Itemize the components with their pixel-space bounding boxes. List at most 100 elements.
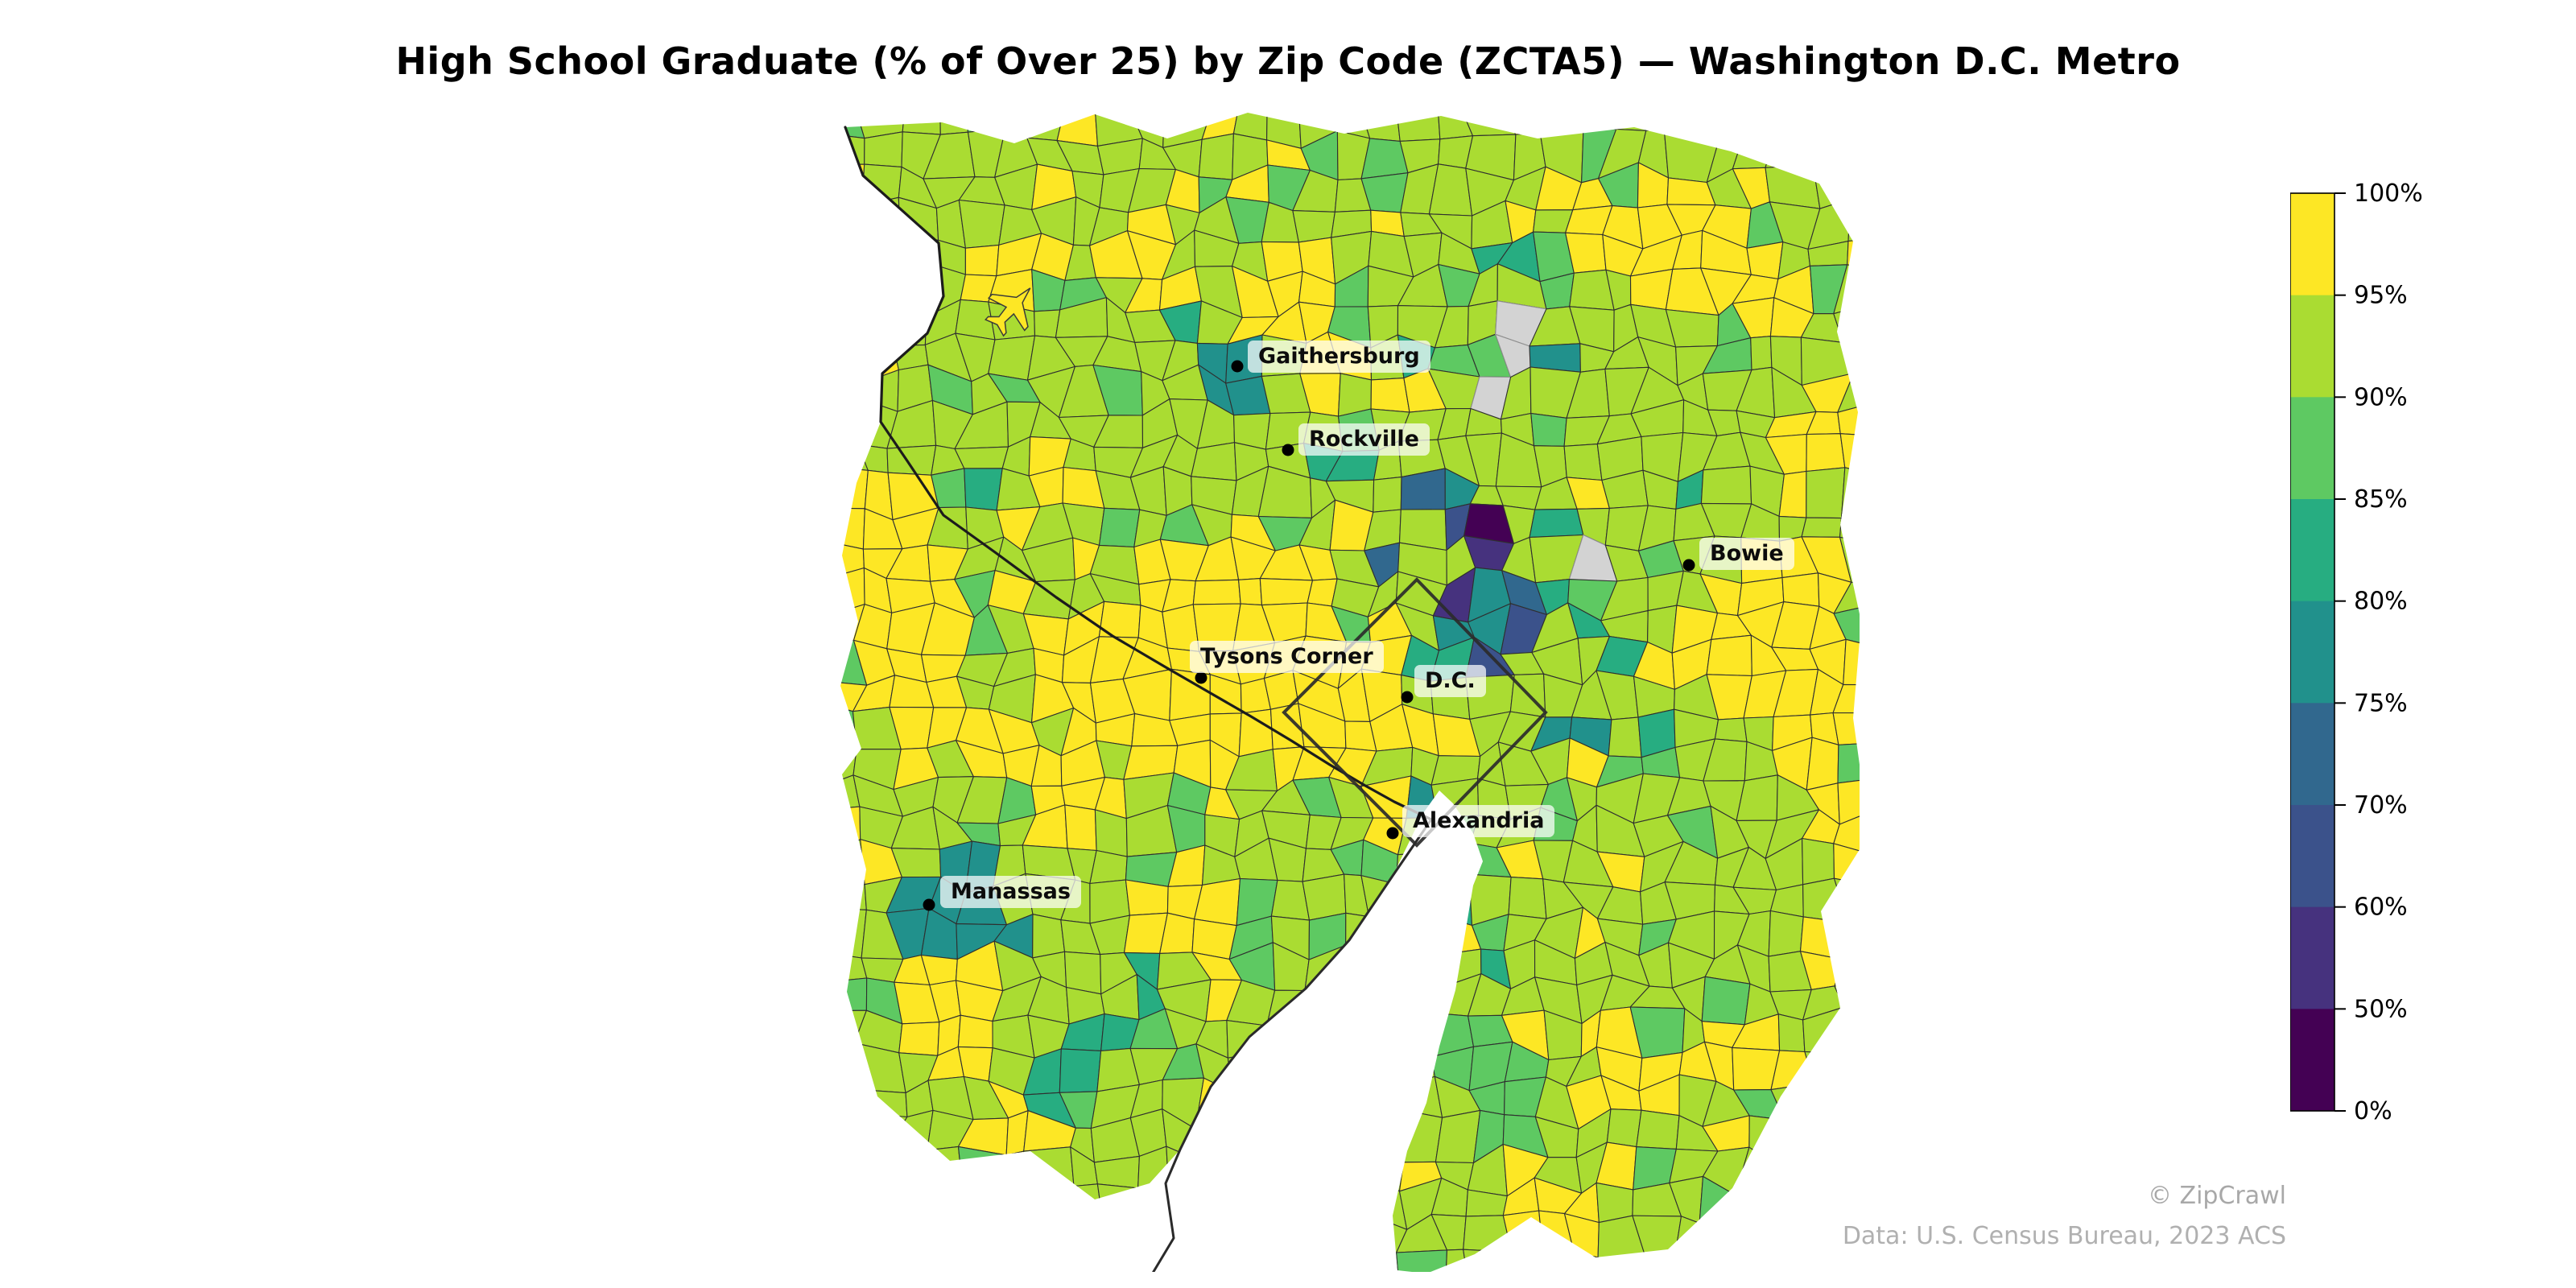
- zcta-polygon: [998, 1150, 1026, 1184]
- colorbar-band: [2290, 703, 2334, 806]
- zcta-polygon: [1305, 1211, 1336, 1261]
- zcta-polygon: [1802, 130, 1849, 182]
- zcta-polygon: [1596, 113, 1647, 131]
- zcta-polygon: [840, 1182, 871, 1231]
- zcta-polygon: [1372, 1108, 1404, 1163]
- zcta-polygon: [1395, 873, 1447, 921]
- zcta-polygon: [1225, 1124, 1262, 1157]
- colorbar-svg: 100% 95% 90% 85% 80% 75% 70% 60% 50% 0%: [2289, 180, 2423, 1125]
- zcta-polygon: [1167, 1181, 1208, 1226]
- zcta-polygon: [1781, 572, 1820, 607]
- zcta-polygon: [1195, 1249, 1237, 1272]
- colorbar-band: [2290, 397, 2334, 500]
- city-label: Rockville: [1298, 423, 1430, 456]
- zcta-polygon: [1192, 579, 1241, 605]
- zcta-polygon: [1838, 1149, 1860, 1197]
- zcta-polygon: [840, 1147, 871, 1188]
- zcta-polygon: [1056, 1259, 1098, 1272]
- zcta-polygon: [840, 806, 861, 854]
- zcta-polygon: [1230, 1247, 1268, 1272]
- zcta-polygon: [956, 1256, 1005, 1272]
- zcta-polygon: [1098, 507, 1141, 548]
- zcta-polygon: [1093, 1155, 1140, 1189]
- zcta-polygon: [1735, 1175, 1773, 1228]
- zcta-polygon: [886, 1109, 934, 1151]
- zcta-polygon: [1056, 113, 1099, 147]
- colorbar-tick-label: 0%: [2354, 1097, 2392, 1125]
- zcta-polygon: [1426, 842, 1472, 875]
- zcta-polygon: [1803, 1117, 1850, 1153]
- zcta-polygon: [1771, 1212, 1816, 1248]
- zcta-polygon: [1632, 1215, 1682, 1264]
- zcta-polygon: [840, 236, 870, 280]
- zcta-polygon: [1806, 1143, 1842, 1197]
- colorbar-band: [2290, 499, 2334, 602]
- zcta-polygon: [1198, 133, 1234, 180]
- zcta-polygon: [1539, 113, 1584, 134]
- zcta-polygon: [1069, 1183, 1103, 1226]
- zcta-polygon: [1125, 879, 1169, 916]
- zcta-polygon: [1597, 1257, 1652, 1272]
- zcta-polygon: [1508, 877, 1547, 919]
- zcta-polygon: [1847, 173, 1860, 213]
- zcta-polygon: [1770, 1083, 1815, 1121]
- zcta-polygon: [1844, 922, 1860, 961]
- zcta-polygon: [1530, 412, 1567, 447]
- zcta-polygon: [939, 113, 969, 135]
- zcta-polygon: [999, 1224, 1034, 1257]
- zcta-polygon: [840, 1090, 873, 1117]
- zcta-polygon: [998, 1182, 1034, 1231]
- city-dot: [1195, 671, 1208, 684]
- zcta-polygon: [1296, 1191, 1336, 1222]
- zcta-polygon: [1393, 1012, 1433, 1058]
- city-dot: [923, 898, 935, 911]
- zcta-polygon: [1263, 1211, 1312, 1261]
- zcta-polygon: [1847, 198, 1860, 242]
- zcta-polygon: [1405, 911, 1436, 956]
- zcta-polygon: [1636, 1109, 1680, 1150]
- zcta-polygon: [1511, 1251, 1544, 1272]
- zcta-polygon: [1064, 804, 1097, 852]
- zcta-polygon: [1802, 877, 1849, 923]
- zcta-polygon: [1259, 578, 1314, 606]
- zcta-polygon: [861, 1113, 908, 1151]
- zcta-polygon: [1529, 508, 1584, 539]
- zcta-polygon: [840, 163, 865, 213]
- watermark-credit: © ZipCrawl: [2147, 1182, 2286, 1210]
- zcta-polygon: [1812, 1212, 1840, 1248]
- zcta-polygon: [852, 232, 901, 280]
- zcta-polygon: [1699, 1222, 1746, 1261]
- zcta-polygon: [1263, 1247, 1312, 1272]
- zcta-polygon: [1670, 1260, 1710, 1272]
- colorbar-tick-label: 75%: [2354, 689, 2408, 717]
- zcta-polygon: [1665, 308, 1719, 348]
- city-dot: [1401, 691, 1414, 704]
- zcta-polygon: [1840, 1110, 1860, 1153]
- zcta-polygon: [1027, 1249, 1073, 1272]
- potomac-river-line: [844, 126, 1433, 821]
- zcta-polygon: [1231, 1083, 1265, 1129]
- zcta-polygon: [1765, 1117, 1807, 1158]
- zcta-polygon: [1327, 1010, 1370, 1061]
- zcta-polygon: [1803, 1083, 1850, 1128]
- colorbar-tick-label: 85%: [2354, 485, 2408, 514]
- zcta-polygon: [1341, 1117, 1381, 1158]
- zcta-polygon: [1714, 717, 1748, 742]
- zcta-polygon: [1395, 852, 1447, 885]
- zcta-polygon: [1768, 910, 1804, 957]
- zcta-polygon: [1089, 849, 1128, 885]
- map-svg: [840, 113, 1860, 1272]
- zcta-polygon: [1032, 914, 1066, 959]
- zcta-polygon: [1463, 113, 1517, 137]
- airport-icon: [985, 287, 1031, 337]
- zcta-polygon: [1563, 113, 1617, 130]
- zcta-polygon: [1162, 1254, 1202, 1272]
- zcta-polygon: [1368, 916, 1406, 944]
- zcta-polygon: [1361, 1010, 1402, 1049]
- zcta-polygon: [1137, 1243, 1169, 1272]
- zcta-polygon: [1266, 1013, 1299, 1052]
- zcta-polygon: [1535, 1251, 1578, 1272]
- zcta-polygon: [1257, 1141, 1304, 1197]
- zcta-polygon: [840, 884, 867, 910]
- colorbar-band: [2290, 805, 2334, 908]
